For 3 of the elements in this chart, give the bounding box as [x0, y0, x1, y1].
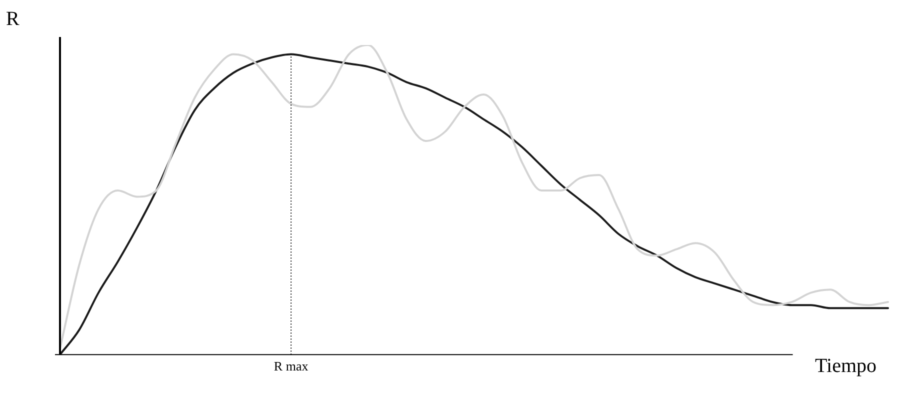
text: R max — [274, 358, 309, 374]
y-axis-title: R — [6, 8, 20, 31]
x-axis-title: Tiempo — [815, 355, 877, 378]
